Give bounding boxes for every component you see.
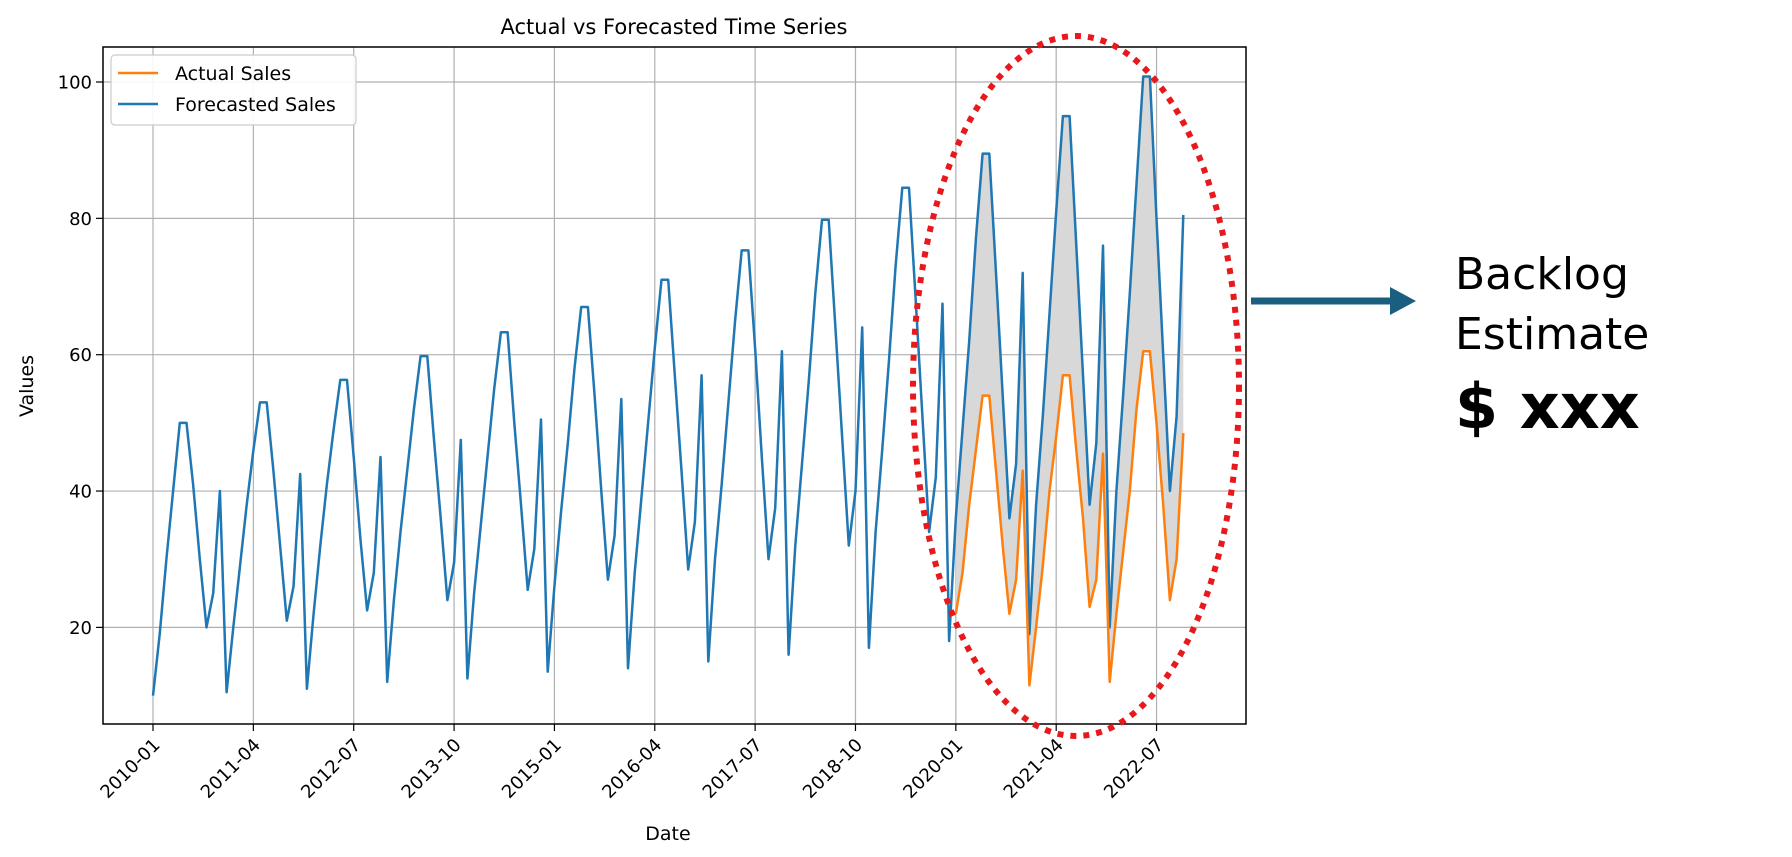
highlight-ellipse — [910, 33, 1242, 739]
x-tick-label: 2011-04 — [197, 735, 265, 803]
plot-frame — [102, 46, 1247, 725]
arrow-head — [1390, 287, 1416, 315]
x-tick-label: 2010-01 — [96, 735, 164, 803]
y-tick-label: 40 — [69, 482, 92, 503]
callout-amount: $ xxx — [1455, 370, 1640, 443]
y-tick-label: 20 — [69, 618, 92, 639]
callout-line-2: Estimate — [1455, 309, 1650, 360]
x-tick-label: 2012-07 — [297, 735, 365, 803]
actual-sales-line — [954, 350, 1185, 687]
backlog-gap-area — [955, 76, 1184, 686]
x-tick-label: 2018-10 — [799, 735, 867, 803]
y-axis-ticks: 20 40 60 80 100 — [58, 73, 103, 639]
y-tick-label: 60 — [69, 345, 92, 366]
x-tick-label: 2015-01 — [498, 735, 566, 803]
x-tick-label: 2021-04 — [1000, 735, 1068, 803]
chart-title: Actual vs Forecasted Time Series — [501, 15, 848, 39]
x-axis-ticks: 2010-01 2011-04 2012-07 2013-10 2015-01 2016-… — [96, 724, 1168, 803]
y-tick-label: 80 — [69, 209, 92, 230]
callout-line-1: Backlog — [1455, 249, 1629, 300]
legend-box — [110, 54, 357, 126]
x-tick-label: 2013-10 — [398, 735, 466, 803]
legend-label-forecasted-sales: Forecasted Sales — [175, 94, 336, 116]
x-axis-label: Date — [645, 823, 690, 845]
y-axis-label: Values — [16, 355, 38, 417]
arrow — [1251, 287, 1416, 315]
x-tick-label: 2017-07 — [699, 735, 767, 803]
legend: Actual Sales Forecasted Sales — [110, 54, 357, 126]
backlog-callout: Backlog Estimate $ xxx — [1455, 245, 1649, 447]
legend-label-actual-sales: Actual Sales — [175, 63, 291, 85]
y-tick-label: 100 — [58, 73, 92, 94]
x-tick-label: 2016-04 — [598, 735, 666, 803]
forecasted-sales-line — [151, 75, 1185, 696]
x-tick-label: 2020-01 — [899, 735, 967, 803]
x-tick-label: 2022-07 — [1100, 735, 1168, 803]
